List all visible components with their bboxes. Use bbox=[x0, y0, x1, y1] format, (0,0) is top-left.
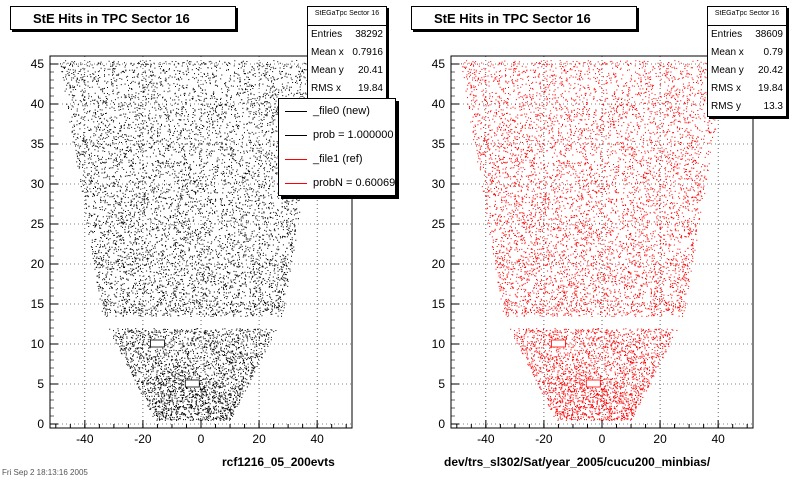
y-tick-label: 10 bbox=[432, 337, 446, 351]
right-stats-box: StEGaTpc Sector 16 Entries 38609 Mean x 0.… bbox=[707, 6, 787, 117]
x-tick-label: 20 bbox=[653, 432, 667, 446]
y-tick-label: 45 bbox=[31, 57, 45, 71]
stats-row: Mean x 0.79 bbox=[711, 47, 783, 58]
stats-row: Mean y 20.41 bbox=[311, 65, 383, 76]
left-plot-title: StE Hits in TPC Sector 16 bbox=[10, 6, 236, 30]
y-tick-label: 30 bbox=[432, 177, 446, 191]
legend-box: _file0 (new) prob = 1.000000 _file1 (ref… bbox=[278, 98, 396, 196]
y-tick-label: 15 bbox=[432, 297, 446, 311]
x-tick-label: -40 bbox=[477, 432, 495, 446]
left-stats-title: StEGaTpc Sector 16 bbox=[308, 7, 386, 26]
legend-line-swatch bbox=[285, 159, 307, 160]
x-tick-label: -20 bbox=[134, 432, 152, 446]
legend-line-swatch bbox=[285, 135, 307, 136]
y-tick-label: 25 bbox=[31, 217, 45, 231]
x-tick-label: -20 bbox=[535, 432, 553, 446]
stats-row: Mean y 20.42 bbox=[711, 65, 783, 76]
y-tick-label: 10 bbox=[31, 337, 45, 351]
x-tick-label: 40 bbox=[711, 432, 725, 446]
left-stats-box: StEGaTpc Sector 16 Entries 38292 Mean x 0.… bbox=[307, 6, 387, 99]
dead-region-marker bbox=[150, 339, 165, 348]
y-tick-label: 5 bbox=[37, 377, 44, 391]
y-tick-label: 0 bbox=[37, 417, 44, 431]
legend-entry: _file0 (new) bbox=[279, 99, 395, 123]
stats-row: RMS y 13.3 bbox=[711, 101, 783, 112]
x-tick-label: 40 bbox=[310, 432, 324, 446]
right-plot-title: StE Hits in TPC Sector 16 bbox=[411, 6, 637, 30]
y-tick-label: 40 bbox=[432, 97, 446, 111]
y-tick-label: 25 bbox=[432, 217, 446, 231]
right-stats-title: StEGaTpc Sector 16 bbox=[708, 7, 786, 26]
scatter-points bbox=[60, 60, 326, 421]
left-x-caption: rcf1216_05_200evts bbox=[222, 455, 335, 469]
y-tick-label: 15 bbox=[31, 297, 45, 311]
y-tick-label: 45 bbox=[432, 57, 446, 71]
legend-entry: _file1 (ref) bbox=[279, 147, 395, 171]
legend-entry: probN = 0.600698 bbox=[279, 171, 395, 195]
y-tick-label: 20 bbox=[432, 257, 446, 271]
right-x-caption: dev/trs_sl302/Sat/year_2005/cucu200_minb… bbox=[444, 455, 711, 469]
y-tick-label: 35 bbox=[432, 137, 446, 151]
hit-points bbox=[60, 60, 326, 421]
dead-region-marker bbox=[184, 379, 200, 388]
legend-line-swatch bbox=[285, 183, 307, 184]
x-tick-label: 20 bbox=[252, 432, 266, 446]
x-tick-label: 0 bbox=[198, 432, 205, 446]
hit-points bbox=[461, 60, 727, 421]
left-plot-pane: -40 -20 0 20 40 0 5 10 15 20 25 30 35 40 45 StE Hits i… bbox=[0, 0, 399, 480]
dead-region-marker bbox=[551, 339, 566, 348]
scatter-points bbox=[461, 60, 727, 421]
y-tick-label: 35 bbox=[31, 137, 45, 151]
timestamp-footer: Fri Sep 2 18:13:16 2005 bbox=[2, 468, 88, 477]
y-tick-label: 20 bbox=[31, 257, 45, 271]
x-tick-label: -40 bbox=[76, 432, 94, 446]
right-plot-pane: -40 -20 0 20 40 0 5 10 15 20 25 30 35 40 45 StE Hits i… bbox=[401, 0, 800, 480]
y-tick-label: 30 bbox=[31, 177, 45, 191]
right-scatter-plot: -40 -20 0 20 40 0 5 10 15 20 25 30 35 40 45 bbox=[432, 55, 754, 446]
y-tick-label: 40 bbox=[31, 97, 45, 111]
legend-entry: prob = 1.000000 bbox=[279, 123, 395, 147]
stats-row: RMS x 19.84 bbox=[311, 83, 383, 94]
legend-line-swatch bbox=[285, 111, 307, 112]
stats-row: Mean x 0.7916 bbox=[311, 47, 383, 58]
dead-region-marker bbox=[585, 379, 601, 388]
x-tick-label: 0 bbox=[599, 432, 606, 446]
stats-row: Entries 38292 bbox=[311, 29, 383, 40]
y-tick-label: 5 bbox=[438, 377, 445, 391]
stats-row: Entries 38609 bbox=[711, 29, 783, 40]
stats-row: RMS x 19.84 bbox=[711, 83, 783, 94]
y-tick-label: 0 bbox=[438, 417, 445, 431]
